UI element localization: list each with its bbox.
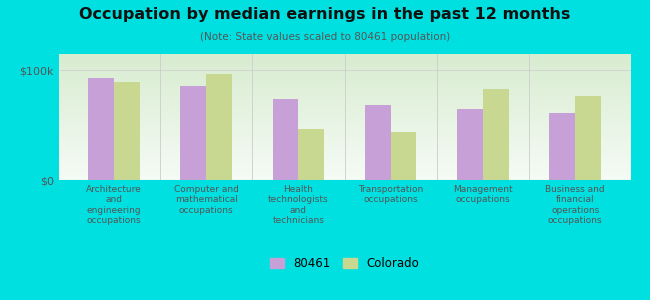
Bar xyxy=(206,74,232,180)
Text: Occupation by median earnings in the past 12 months: Occupation by median earnings in the pas… xyxy=(79,8,571,22)
Bar xyxy=(114,82,140,180)
Bar xyxy=(391,132,417,180)
Bar xyxy=(549,113,575,180)
Text: (Note: State values scaled to 80461 population): (Note: State values scaled to 80461 popu… xyxy=(200,32,450,41)
Legend: 80461, Colorado: 80461, Colorado xyxy=(265,253,424,275)
Bar xyxy=(298,128,324,180)
Bar xyxy=(272,99,298,180)
Bar xyxy=(483,89,509,180)
Bar xyxy=(180,86,206,180)
Bar xyxy=(575,96,601,180)
Bar xyxy=(88,78,114,180)
Bar xyxy=(365,106,391,180)
Bar xyxy=(457,109,483,180)
